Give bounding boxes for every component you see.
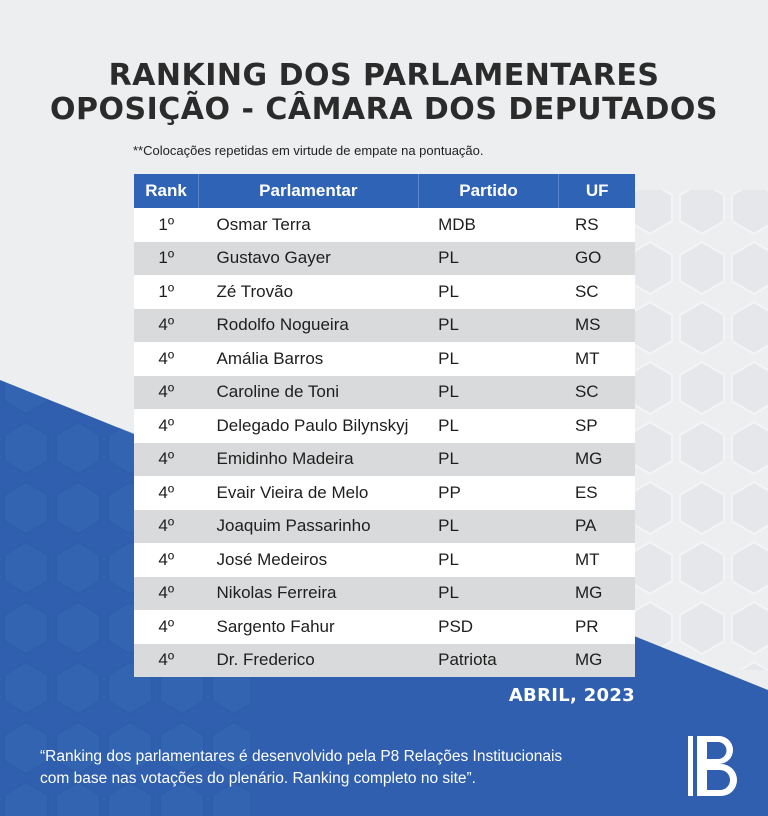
- table-row: 4º Emidinho Madeira PL MG: [134, 442, 635, 476]
- rank-cell: 4º: [134, 509, 199, 543]
- uf-cell: SC: [558, 375, 635, 409]
- uf-cell: PR: [558, 610, 635, 644]
- party-cell: PL: [418, 576, 559, 610]
- p8-logo-icon: [688, 736, 737, 796]
- uf-cell: MT: [558, 342, 635, 376]
- party-cell: PSD: [418, 610, 559, 644]
- rank-cell: 4º: [134, 576, 199, 610]
- name-cell: Evair Vieira de Melo: [198, 476, 419, 510]
- column-header-name: Parlamentar: [198, 174, 419, 208]
- table-row: 4º Delegado Paulo Bilynskyj PL SP: [134, 409, 635, 443]
- name-cell: Caroline de Toni: [198, 375, 419, 409]
- party-cell: PL: [418, 375, 559, 409]
- table-row: 1º Osmar Terra MDB RS: [134, 208, 635, 242]
- table-row: 4º Sargento Fahur PSD PR: [134, 610, 635, 644]
- uf-cell: MS: [558, 308, 635, 342]
- tie-note: **Colocações repetidas em virtude de emp…: [133, 143, 484, 158]
- rank-cell: 1º: [134, 275, 199, 309]
- rank-cell: 4º: [134, 342, 199, 376]
- uf-cell: SP: [558, 409, 635, 443]
- uf-cell: MG: [558, 442, 635, 476]
- rank-cell: 1º: [134, 208, 199, 242]
- party-cell: Patriota: [418, 643, 559, 677]
- name-cell: Zé Trovão: [198, 275, 419, 309]
- rank-cell: 4º: [134, 543, 199, 577]
- ranking-table: Rank Parlamentar Partido UF 1º Osmar Terr…: [134, 174, 635, 677]
- footer-text: “Ranking dos parlamentares é desenvolvid…: [40, 746, 660, 790]
- column-header-uf: UF: [558, 174, 635, 208]
- footer-line-2: com base nas votações do plenário. Ranki…: [40, 770, 476, 787]
- column-header-party: Partido: [418, 174, 560, 208]
- rank-cell: 1º: [134, 241, 199, 275]
- party-cell: PP: [418, 476, 559, 510]
- table-row: 1º Zé Trovão PL SC: [134, 275, 635, 309]
- name-cell: Rodolfo Nogueira: [198, 308, 419, 342]
- table-row: 4º Evair Vieira de Melo PP ES: [134, 476, 635, 510]
- rank-cell: 4º: [134, 375, 199, 409]
- rank-cell: 4º: [134, 409, 199, 443]
- uf-cell: ES: [558, 476, 635, 510]
- party-cell: PL: [418, 409, 559, 443]
- name-cell: José Medeiros: [198, 543, 419, 577]
- date-label: ABRIL, 2023: [508, 685, 635, 706]
- name-cell: Joaquim Passarinho: [198, 509, 419, 543]
- uf-cell: MT: [558, 543, 635, 577]
- party-cell: PL: [418, 543, 559, 577]
- table-row: 4º Rodolfo Nogueira PL MS: [134, 308, 635, 342]
- name-cell: Dr. Frederico: [198, 643, 419, 677]
- party-cell: PL: [418, 275, 559, 309]
- name-cell: Osmar Terra: [198, 208, 419, 242]
- rank-cell: 4º: [134, 610, 199, 644]
- uf-cell: GO: [558, 241, 635, 275]
- rank-cell: 4º: [134, 308, 199, 342]
- table-header-row: Rank Parlamentar Partido UF: [134, 174, 635, 208]
- name-cell: Amália Barros: [198, 342, 419, 376]
- party-cell: PL: [418, 342, 559, 376]
- table-row: 4º Dr. Frederico Patriota MG: [134, 643, 635, 677]
- name-cell: Sargento Fahur: [198, 610, 419, 644]
- party-cell: PL: [418, 442, 559, 476]
- table-row: 4º Amália Barros PL MT: [134, 342, 635, 376]
- name-cell: Nikolas Ferreira: [198, 576, 419, 610]
- page-title-line1: RANKING DOS PARLAMENTARES: [108, 58, 660, 93]
- party-cell: PL: [418, 509, 559, 543]
- table-row: 4º Caroline de Toni PL SC: [134, 375, 635, 409]
- rank-cell: 4º: [134, 476, 199, 510]
- party-cell: PL: [418, 308, 559, 342]
- column-header-rank: Rank: [134, 174, 200, 208]
- table-row: 1º Gustavo Gayer PL GO: [134, 241, 635, 275]
- name-cell: Emidinho Madeira: [198, 442, 419, 476]
- uf-cell: SC: [558, 275, 635, 309]
- table-row: 4º Joaquim Passarinho PL PA: [134, 509, 635, 543]
- uf-cell: RS: [558, 208, 635, 242]
- footer-line-1: “Ranking dos parlamentares é desenvolvid…: [40, 748, 563, 765]
- name-cell: Gustavo Gayer: [198, 241, 419, 275]
- name-cell: Delegado Paulo Bilynskyj: [198, 409, 419, 443]
- table-row: 4º José Medeiros PL MT: [134, 543, 635, 577]
- uf-cell: MG: [558, 643, 635, 677]
- rank-cell: 4º: [134, 643, 199, 677]
- table-row: 4º Nikolas Ferreira PL MG: [134, 576, 635, 610]
- rank-cell: 4º: [134, 442, 199, 476]
- page-title-line2: OPOSIÇÃO - CÂMARA DOS DEPUTADOS: [50, 92, 718, 127]
- uf-cell: PA: [558, 509, 635, 543]
- party-cell: MDB: [418, 208, 559, 242]
- uf-cell: MG: [558, 576, 635, 610]
- party-cell: PL: [418, 241, 559, 275]
